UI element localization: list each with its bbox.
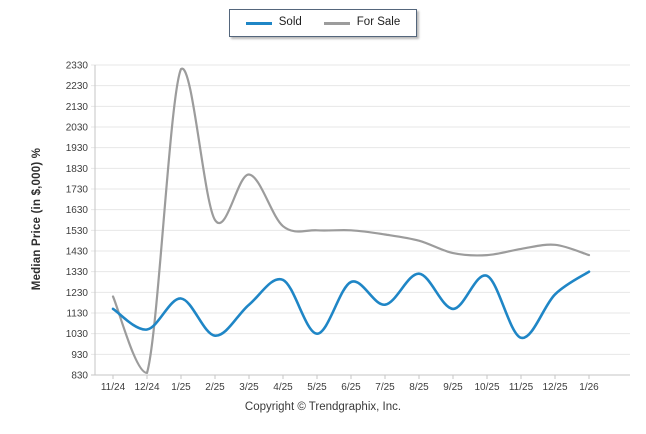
x-tick-label: 7/25 <box>375 382 395 393</box>
y-tick-label: 1630 <box>66 205 89 216</box>
y-tick-label: 1030 <box>66 329 89 340</box>
y-tick-label: 830 <box>71 371 88 382</box>
legend-label: Sold <box>278 16 302 29</box>
x-tick-label: 11/25 <box>509 382 534 393</box>
legend-line-swatch-for-sale <box>323 21 350 25</box>
x-tick-label: 4/25 <box>273 382 293 393</box>
y-tick-label: 2030 <box>66 123 89 134</box>
legend-item-sold[interactable]: Sold <box>245 16 302 29</box>
series-line-sold <box>111 270 591 340</box>
y-tick-label: 1330 <box>66 267 89 278</box>
x-tick-label: 9/25 <box>443 382 463 393</box>
y-tick-label: 1130 <box>66 309 88 320</box>
legend-label: For Sale <box>356 16 401 29</box>
y-tick-label: 2230 <box>66 81 89 92</box>
y-tick-label: 2330 <box>66 61 89 72</box>
chart-plot: 2330 2230 2130 2030 1930 1830 1730 1630 1530 1430… <box>66 61 630 393</box>
x-tick-label: 6/25 <box>341 382 361 393</box>
x-tick-label: 5/25 <box>307 382 327 393</box>
x-tick-label: 8/25 <box>409 382 429 393</box>
y-tick-label: 1830 <box>66 164 89 175</box>
y-axis-title: Median Price (in $,000) % <box>31 147 43 291</box>
x-tick-label: 12/24 <box>134 382 159 393</box>
y-tick-label: 1430 <box>66 247 89 258</box>
series-line-for-sale <box>111 67 591 375</box>
y-tick-label: 930 <box>71 350 88 361</box>
y-tick-label: 2130 <box>66 102 89 113</box>
x-tick-label: 3/25 <box>239 382 259 393</box>
legend-line-swatch-sold <box>245 21 272 25</box>
x-tick-label: 2/25 <box>205 382 225 393</box>
y-tick-label: 1530 <box>66 226 89 237</box>
copyright-text: Copyright © Trendgraphix, Inc. <box>244 401 402 413</box>
x-tick-label: 1/26 <box>579 382 599 393</box>
legend-item-for-sale[interactable]: For Sale <box>323 16 401 29</box>
y-tick-label: 1930 <box>66 143 89 154</box>
y-tick-label: 1230 <box>66 288 89 299</box>
x-tick-label: 10/25 <box>474 382 499 393</box>
x-tick-label: 1/25 <box>171 382 191 393</box>
y-tick-label: 1730 <box>66 185 89 196</box>
legend-container: Sold For Sale <box>0 9 646 37</box>
x-tick-label: 12/25 <box>542 382 567 393</box>
x-tick-label: 11/24 <box>101 382 126 393</box>
legend: Sold For Sale <box>228 9 418 37</box>
